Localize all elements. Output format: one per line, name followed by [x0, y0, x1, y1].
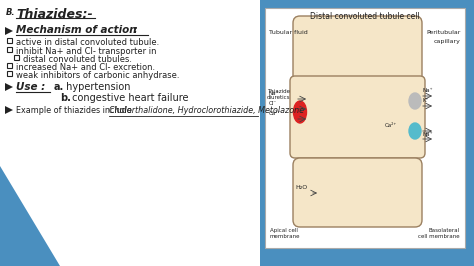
Polygon shape — [5, 106, 13, 114]
Text: Cl⁻: Cl⁻ — [269, 101, 277, 106]
Text: Example of thiazides include: Example of thiazides include — [16, 106, 134, 115]
Text: K⁺: K⁺ — [423, 98, 429, 103]
Text: hypertension: hypertension — [63, 82, 130, 92]
Text: Tubular fluid: Tubular fluid — [269, 30, 308, 35]
Text: Mechanism of action: Mechanism of action — [16, 25, 137, 35]
Text: a.: a. — [54, 82, 64, 92]
Text: capillary: capillary — [434, 39, 461, 44]
Text: Apical cell
membrane: Apical cell membrane — [270, 228, 301, 239]
Text: active in distal convoluted tubule.: active in distal convoluted tubule. — [16, 38, 159, 47]
Text: :: : — [130, 25, 138, 35]
Polygon shape — [0, 146, 170, 266]
Text: Ca²⁺: Ca²⁺ — [385, 123, 397, 128]
Bar — [265, 8, 465, 248]
Text: weak inhibitors of carbonic anhydrase.: weak inhibitors of carbonic anhydrase. — [16, 71, 180, 80]
Text: H₂O: H₂O — [295, 185, 307, 190]
Text: Distal convoluted tubule cell: Distal convoluted tubule cell — [310, 12, 420, 21]
Text: increased Na+ and Cl- excretion.: increased Na+ and Cl- excretion. — [16, 63, 155, 72]
Polygon shape — [5, 83, 13, 91]
Ellipse shape — [409, 123, 421, 139]
Polygon shape — [260, 0, 474, 266]
Text: distal convoluted tubules.: distal convoluted tubules. — [23, 55, 132, 64]
Text: Basolateral
cell membrane: Basolateral cell membrane — [419, 228, 460, 239]
Polygon shape — [5, 27, 13, 35]
Text: Na⁺: Na⁺ — [423, 88, 434, 93]
Text: Ca²⁺: Ca²⁺ — [269, 111, 281, 116]
Text: B.: B. — [6, 8, 16, 17]
FancyBboxPatch shape — [293, 158, 422, 227]
Ellipse shape — [409, 93, 421, 109]
Text: Thiazides:-: Thiazides:- — [16, 8, 93, 21]
Text: Na⁺: Na⁺ — [423, 132, 434, 137]
Text: Use :: Use : — [16, 82, 45, 92]
FancyBboxPatch shape — [290, 76, 425, 158]
Polygon shape — [0, 0, 260, 266]
Text: inhibit Na+ and Cl- transporter in: inhibit Na+ and Cl- transporter in — [16, 47, 156, 56]
Text: Peritubular: Peritubular — [427, 30, 461, 35]
Text: congestive heart failure: congestive heart failure — [69, 93, 189, 103]
Text: Na⁺: Na⁺ — [269, 91, 280, 96]
Text: Cholorthalidone, Hydroclorothiazide, Metolazone: Cholorthalidone, Hydroclorothiazide, Met… — [109, 106, 304, 115]
Ellipse shape — [293, 101, 307, 123]
Text: b.: b. — [60, 93, 71, 103]
Text: Thiazide
diuretics: Thiazide diuretics — [267, 89, 291, 100]
FancyBboxPatch shape — [293, 16, 422, 85]
